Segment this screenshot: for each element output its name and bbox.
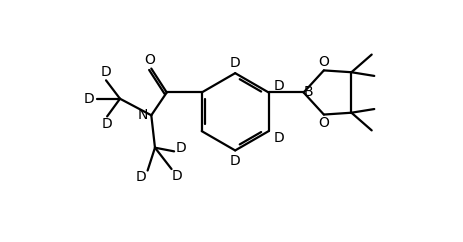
Text: D: D	[274, 131, 284, 145]
Text: D: D	[230, 56, 241, 70]
Text: O: O	[319, 55, 329, 69]
Text: D: D	[102, 118, 113, 131]
Text: D: D	[136, 170, 146, 184]
Text: O: O	[319, 116, 329, 130]
Text: D: D	[274, 79, 284, 93]
Text: O: O	[144, 53, 155, 68]
Text: D: D	[84, 92, 94, 106]
Text: N: N	[138, 108, 148, 122]
Text: B: B	[303, 85, 313, 99]
Text: D: D	[176, 141, 187, 155]
Text: D: D	[100, 65, 112, 79]
Text: D: D	[172, 169, 182, 183]
Text: D: D	[230, 154, 241, 168]
